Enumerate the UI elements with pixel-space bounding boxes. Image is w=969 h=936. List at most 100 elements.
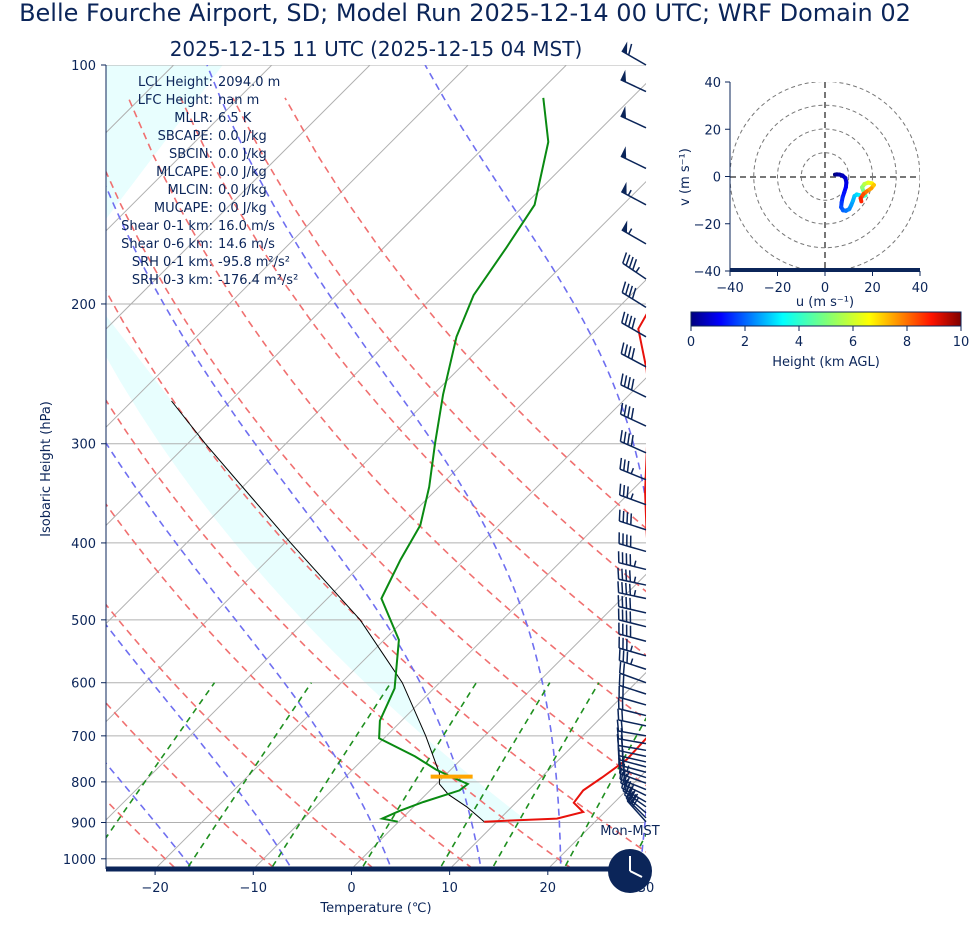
wind-barb-staff <box>618 696 647 706</box>
wind-barb-full <box>618 661 622 674</box>
wind-barb-staff <box>619 684 647 695</box>
hodograph-x-tick-label: −20 <box>764 281 791 296</box>
wind-barb <box>619 402 647 427</box>
wind-barb-staff <box>618 744 647 752</box>
wind-barb-staff <box>622 790 647 808</box>
wind-barb-full <box>626 512 629 524</box>
hodograph-y-tick-label: 40 <box>704 76 721 91</box>
wind-barb-staff <box>618 749 647 758</box>
wind-barb-full <box>628 570 632 582</box>
wind-barb-flag <box>621 220 628 233</box>
wind-barb <box>618 483 647 506</box>
stat-value: 2094.0 m <box>218 75 280 90</box>
isotherm-line <box>448 671 646 869</box>
pressure-tick-label: 200 <box>71 298 96 313</box>
hodograph-x-tick-label: 20 <box>864 281 881 296</box>
wind-barb-full <box>624 344 629 356</box>
wind-barb-full <box>631 317 636 330</box>
colorbar-tick-label: 10 <box>953 335 969 350</box>
temperature-tick-label: −10 <box>240 881 267 896</box>
mixing-ratio-line <box>627 833 646 869</box>
hodograph-ring <box>753 104 897 249</box>
wind-barb-half <box>627 780 632 787</box>
wind-barb-half <box>633 576 637 583</box>
stat-value: 0.0 J/kg <box>218 147 267 162</box>
wind-barb-full <box>627 315 633 328</box>
dry-adiabat-line <box>106 502 475 869</box>
wind-barb-staff <box>619 659 647 670</box>
wind-barb <box>618 661 647 684</box>
stat-value: 16.0 m/s <box>218 219 275 234</box>
skew-t-axes: 100 200 300 400 500 600 700 800 900 1000 −20 −10 0 1… <box>39 59 654 916</box>
wind-barb <box>619 430 647 454</box>
wind-barb-full <box>621 568 624 581</box>
stat-label: MUCAPE: <box>154 201 213 216</box>
wind-barb-staff <box>619 672 647 684</box>
wind-barb <box>618 622 647 642</box>
wind-barb-full <box>617 708 620 721</box>
wind-barb-full <box>620 720 624 732</box>
wind-barb-full <box>617 567 620 580</box>
isotherm-line <box>106 65 273 232</box>
temperature-tick-label: 20 <box>540 881 557 896</box>
colorbar-ticks: 0 2 4 6 8 10 <box>687 326 969 350</box>
wind-barb <box>621 41 647 66</box>
clock-minute-hand <box>629 870 643 878</box>
wind-barb-full <box>622 650 625 662</box>
isotherm-line <box>738 65 969 876</box>
wind-barb-full <box>622 510 625 523</box>
wind-barb-full <box>628 583 632 596</box>
wind-barb-staff <box>618 730 647 737</box>
wind-barb-half <box>630 493 634 500</box>
wind-barb-staff <box>619 494 647 506</box>
sounding-stats: LCL Height: 2094.0 m LFC Height: nan m MLLR:… <box>121 75 298 288</box>
isotherm-line <box>350 573 646 869</box>
colorbar-tick-label: 8 <box>903 335 911 350</box>
wind-barb <box>619 457 647 481</box>
hodograph-y-tick-label: 0 <box>713 171 721 186</box>
wind-barb-staff <box>620 440 647 454</box>
hodograph-segment <box>858 196 864 204</box>
wind-barb <box>617 608 647 628</box>
chart-title: Belle Fourche Airport, SD; Model Run 202… <box>19 0 911 27</box>
wind-barb-staff <box>621 322 647 338</box>
wind-barb <box>620 342 647 368</box>
wind-barb-full <box>620 342 625 354</box>
hodograph-x-tick-label: 40 <box>912 281 929 296</box>
wind-barb-full <box>624 283 630 295</box>
wind-barb-half <box>635 266 641 273</box>
wind-barb-full <box>627 346 632 358</box>
isobar-gridlines <box>106 65 646 860</box>
wind-barbs <box>616 41 647 823</box>
clock-icon: Mon-MST <box>600 824 660 893</box>
mixing-ratio-line <box>360 682 477 869</box>
colorbar-tick-label: 6 <box>849 335 857 350</box>
mixing-ratio-line <box>269 682 392 869</box>
stat-value: 14.6 m/s <box>218 237 275 252</box>
wind-barb-full <box>632 258 638 271</box>
wind-barb-full <box>626 460 630 473</box>
stat-value: 0.0 J/kg <box>218 129 267 144</box>
wind-barb-full <box>623 375 628 387</box>
wind-barb <box>620 106 647 129</box>
wind-barb <box>616 719 647 737</box>
wind-barb-full <box>630 513 633 525</box>
wind-barb-flag <box>620 146 627 159</box>
stat-label: SRH 0-1 km: <box>132 255 213 270</box>
wind-barb-full <box>624 313 629 326</box>
wind-barb-full <box>627 376 631 389</box>
wind-barb-full <box>621 311 626 324</box>
chart-subtitle: 2025-12-15 11 UTC (2025-12-15 04 MST) <box>170 37 583 61</box>
dry-adiabat-line <box>284 97 646 530</box>
mixing-ratio-line <box>185 682 313 869</box>
wind-barb-half <box>630 467 635 475</box>
moist-adiabat-line <box>106 761 194 869</box>
wind-barb-staff <box>618 708 647 717</box>
pressure-tick-label: 1000 <box>63 853 96 868</box>
wind-barb-staff <box>619 772 647 784</box>
stat-value: -95.8 m²/s² <box>218 255 290 270</box>
stat-label: SBCAPE: <box>158 129 213 144</box>
colorbar-tick-label: 2 <box>741 335 749 350</box>
stat-value: nan m <box>218 93 259 108</box>
pressure-tick-label: 700 <box>71 730 96 745</box>
